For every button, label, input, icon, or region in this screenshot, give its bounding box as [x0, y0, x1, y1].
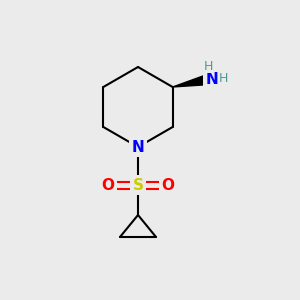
Text: O: O [101, 178, 115, 193]
Text: H: H [204, 59, 213, 73]
Text: N: N [205, 71, 218, 86]
Text: O: O [161, 178, 175, 193]
Text: H: H [219, 73, 228, 85]
Text: S: S [133, 178, 143, 193]
Text: N: N [132, 140, 144, 154]
Polygon shape [172, 74, 212, 87]
